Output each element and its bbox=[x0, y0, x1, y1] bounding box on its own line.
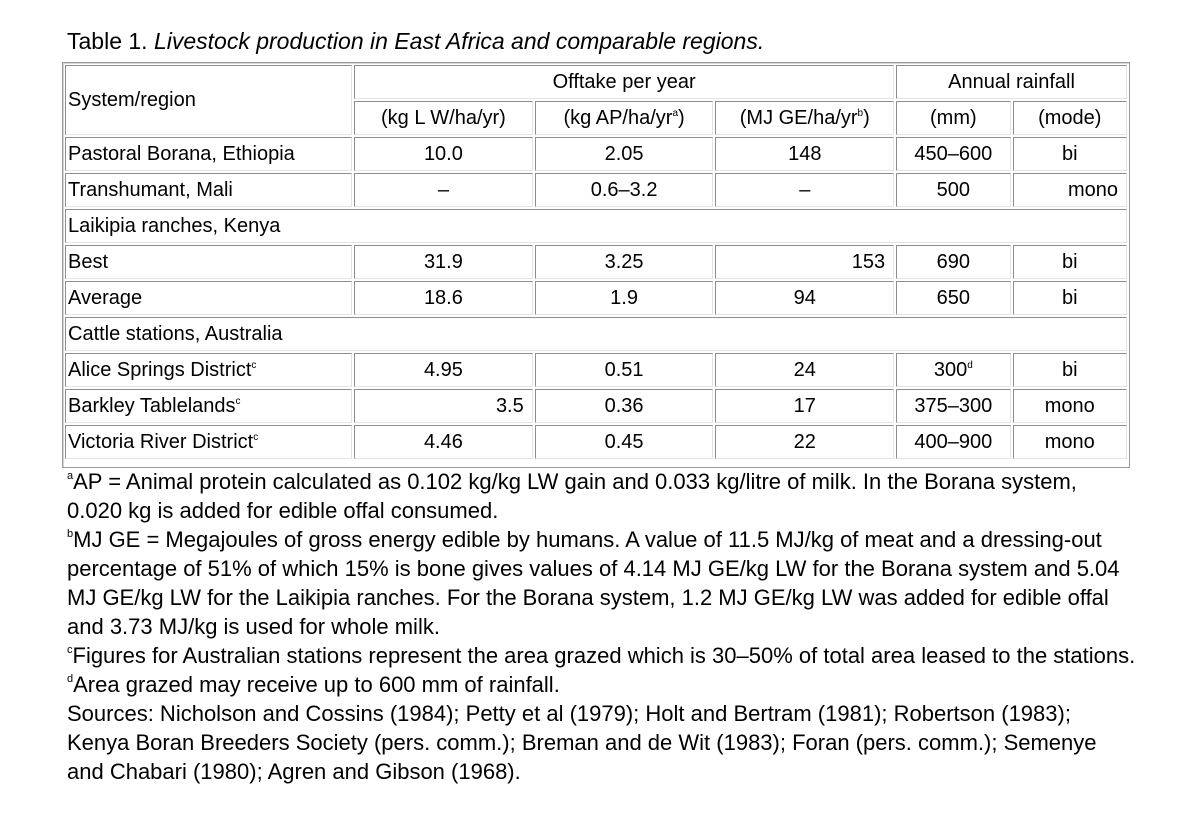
header-offtake: Offtake per year bbox=[354, 65, 895, 99]
cell-kg-ap: 0.51 bbox=[534, 353, 714, 387]
cell-kg-lw: 31.9 bbox=[354, 245, 533, 279]
row-name: Barkley Tablelandsc bbox=[65, 389, 353, 423]
cell-mm: 300d bbox=[896, 353, 1011, 387]
header-mj-ge: (MJ GE/ha/yrb) bbox=[715, 101, 895, 135]
cell-mm: 500 bbox=[896, 173, 1011, 207]
row-name: Pastoral Borana, Ethiopia bbox=[65, 137, 353, 171]
table-title-caption: Livestock production in East Africa and … bbox=[153, 28, 765, 54]
table-group-row: Laikipia ranches, Kenya bbox=[65, 209, 1127, 243]
header-row-2: (kg L W/ha/yr) (kg AP/ha/yra) (MJ GE/ha/… bbox=[65, 101, 1127, 135]
row-name: Victoria River Districtc bbox=[65, 425, 353, 459]
cell-mm: 400–900 bbox=[896, 425, 1011, 459]
cell-mm: 375–300 bbox=[896, 389, 1011, 423]
cell-mj-ge: 24 bbox=[715, 353, 895, 387]
cell-kg-lw: 10.0 bbox=[354, 137, 533, 171]
cell-mj-ge: 22 bbox=[715, 425, 895, 459]
cell-mj-ge: – bbox=[715, 173, 895, 207]
cell-mode: mono bbox=[1012, 173, 1127, 207]
group-laikipia: Laikipia ranches, Kenya bbox=[65, 209, 1127, 243]
row-name: Best bbox=[65, 245, 353, 279]
table-row: Victoria River Districtc 4.46 0.45 22 40… bbox=[65, 425, 1127, 459]
table-footnotes: aAP = Animal protein calculated as 0.102… bbox=[67, 467, 1137, 786]
cell-mm: 690 bbox=[896, 245, 1011, 279]
cell-kg-lw: – bbox=[354, 173, 533, 207]
cell-kg-ap: 2.05 bbox=[534, 137, 714, 171]
cell-kg-ap: 0.36 bbox=[534, 389, 714, 423]
header-kg-ap: (kg AP/ha/yra) bbox=[534, 101, 714, 135]
cell-mm: 650 bbox=[896, 281, 1011, 315]
livestock-table-grid: System/region Offtake per year Annual ra… bbox=[63, 63, 1129, 461]
header-row-1: System/region Offtake per year Annual ra… bbox=[65, 65, 1127, 135]
header-kg-lw: (kg L W/ha/yr) bbox=[354, 101, 533, 135]
cell-mj-ge: 17 bbox=[715, 389, 895, 423]
row-name: Alice Springs Districtc bbox=[65, 353, 353, 387]
cell-mode: bi bbox=[1012, 137, 1127, 171]
sources: Sources: Nicholson and Cossins (1984); P… bbox=[67, 701, 1097, 784]
cell-kg-ap: 3.25 bbox=[534, 245, 714, 279]
cell-mode: bi bbox=[1012, 353, 1127, 387]
cell-kg-ap: 1.9 bbox=[534, 281, 714, 315]
cell-mode: bi bbox=[1012, 245, 1127, 279]
table-row: Alice Springs Districtc 4.95 0.51 24 300… bbox=[65, 353, 1127, 387]
livestock-table: System/region Offtake per year Annual ra… bbox=[62, 62, 1130, 468]
table-row: Pastoral Borana, Ethiopia 10.0 2.05 148 … bbox=[65, 137, 1127, 171]
header-rainfall: Annual rainfall bbox=[896, 65, 1127, 99]
cell-mode: mono bbox=[1012, 425, 1127, 459]
row-name: Average bbox=[65, 281, 353, 315]
header-mm: (mm) bbox=[896, 101, 1011, 135]
cell-kg-ap: 0.6–3.2 bbox=[534, 173, 714, 207]
footnote-d: dArea grazed may receive up to 600 mm of… bbox=[67, 672, 560, 697]
footnote-b: bMJ GE = Megajoules of gross energy edib… bbox=[67, 527, 1120, 639]
cell-kg-lw: 3.5 bbox=[354, 389, 533, 423]
footnote-a: aAP = Animal protein calculated as 0.102… bbox=[67, 469, 1077, 523]
cell-kg-lw: 4.46 bbox=[354, 425, 533, 459]
cell-mode: bi bbox=[1012, 281, 1127, 315]
header-system: System/region bbox=[65, 65, 353, 135]
header-mode: (mode) bbox=[1012, 101, 1127, 135]
table-group-row: Cattle stations, Australia bbox=[65, 317, 1127, 351]
table-title: Table 1. Livestock production in East Af… bbox=[67, 28, 764, 55]
cell-kg-lw: 4.95 bbox=[354, 353, 533, 387]
cell-kg-lw: 18.6 bbox=[354, 281, 533, 315]
table-row: Best 31.9 3.25 153 690 bi bbox=[65, 245, 1127, 279]
table-title-prefix: Table 1. bbox=[67, 28, 154, 54]
cell-mj-ge: 153 bbox=[715, 245, 895, 279]
cell-mj-ge: 94 bbox=[715, 281, 895, 315]
table-row: Barkley Tablelandsc 3.5 0.36 17 375–300 … bbox=[65, 389, 1127, 423]
table-row: Transhumant, Mali – 0.6–3.2 – 500 mono bbox=[65, 173, 1127, 207]
cell-mm: 450–600 bbox=[896, 137, 1011, 171]
group-australia: Cattle stations, Australia bbox=[65, 317, 1127, 351]
table-row: Average 18.6 1.9 94 650 bi bbox=[65, 281, 1127, 315]
cell-mode: mono bbox=[1012, 389, 1127, 423]
footnote-c: cFigures for Australian stations represe… bbox=[67, 643, 1136, 668]
row-name: Transhumant, Mali bbox=[65, 173, 353, 207]
cell-kg-ap: 0.45 bbox=[534, 425, 714, 459]
cell-mj-ge: 148 bbox=[715, 137, 895, 171]
